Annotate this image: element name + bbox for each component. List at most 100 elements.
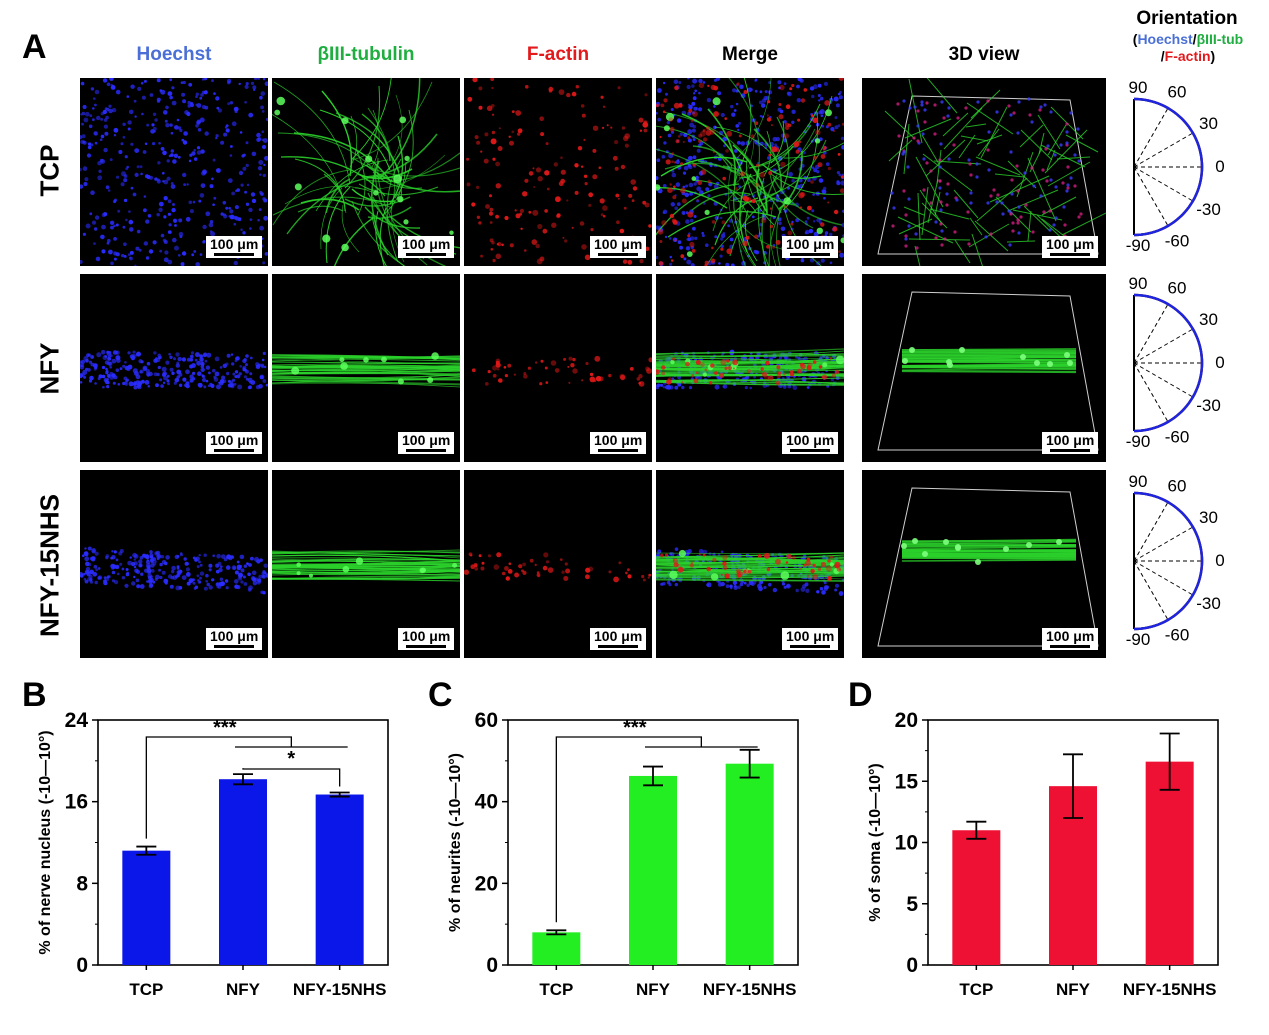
scale-bar: 100 μm: [398, 236, 455, 258]
panel-letter-a: A: [22, 28, 47, 66]
micrograph-image: [471, 355, 652, 387]
scale-bar: 100 μm: [206, 236, 263, 258]
orientation-legend-tubulin: βIII-tub: [1196, 31, 1244, 47]
polar-angle-label: 30: [1199, 114, 1218, 133]
y-tick-label: 20: [895, 709, 918, 732]
error-bar: [1159, 732, 1180, 791]
column-header-factin: F-actin: [526, 44, 590, 65]
micrograph-nfy-merge: 100 μm: [656, 274, 844, 462]
orientation-polar-nfy: 90 60 30 0 -30 -60 -90: [1126, 274, 1225, 451]
polar-trace-hoechst: [1133, 293, 1204, 433]
micrograph-tcp-merge: 100 μm: [656, 78, 844, 266]
bar-nfy-15nhs: [725, 763, 774, 965]
column-header-merge: Merge: [722, 44, 778, 65]
y-tick-label: 60: [475, 709, 498, 732]
row-label-nfy-15nhs: NFY-15NHS: [34, 493, 65, 638]
y-tick-label: 10: [895, 832, 918, 855]
orientation-legend-sep1: /: [1192, 31, 1197, 47]
y-tick-label: 40: [475, 791, 498, 814]
row-label-tcp: TCP: [34, 144, 65, 197]
bar-tcp: [952, 830, 1001, 965]
scale-bar-label: 100 μm: [1046, 628, 1095, 644]
micrograph-image: [272, 549, 460, 582]
bar-tcp: [122, 850, 171, 965]
orientation-title: Orientation: [1136, 8, 1238, 29]
micrograph-tcp-hoechst: 100 μm: [80, 78, 268, 266]
3d-view-image: [877, 78, 1106, 266]
y-tick-label: 0: [906, 954, 918, 977]
x-tick-label: NFY-15NHS: [703, 980, 797, 999]
significance-bracket: [145, 736, 348, 839]
panel-letter-d: D: [848, 676, 873, 714]
orientation-legend-close: ): [1210, 48, 1216, 64]
polar-angle-label: 0: [1215, 551, 1224, 570]
scale-bar-label: 100 μm: [1046, 432, 1095, 448]
3d-view-image: [877, 291, 1099, 451]
micrograph-image: [656, 547, 844, 596]
scale-bar-label: 100 μm: [594, 432, 643, 448]
scale-bar-label: 100 μm: [210, 628, 259, 644]
scale-bar-label: 100 μm: [402, 236, 451, 252]
y-tick-label: 5: [906, 893, 918, 916]
orientation-legend-actin: F-actin: [1164, 48, 1211, 64]
error-bar: [233, 773, 253, 786]
scale-bar-label: 100 μm: [786, 628, 835, 644]
error-bar: [966, 820, 987, 840]
panel-letter-c: C: [428, 676, 453, 714]
scale-bar: 100 μm: [590, 432, 647, 454]
x-tick-label: TCP: [539, 980, 573, 999]
significance-bracket: [555, 736, 758, 923]
scale-bar-line: [790, 645, 831, 648]
polar-angle-label: -60: [1165, 428, 1190, 447]
scale-bar-line: [214, 449, 255, 452]
error-bar: [329, 791, 350, 798]
bar-nfy: [629, 775, 677, 965]
scale-bar: 100 μm: [1042, 432, 1099, 454]
scale-bar-line: [598, 645, 639, 648]
row-label-nfy: NFY: [34, 342, 65, 395]
scale-bar-line: [1050, 645, 1091, 648]
polar-angle-label: -60: [1165, 626, 1190, 645]
bar-nfy-15nhs: [315, 794, 364, 965]
polar-angle-label: 0: [1215, 353, 1224, 372]
scale-bar: 100 μm: [782, 628, 839, 650]
column-header-tubulin: βIII-tubulin: [317, 44, 415, 65]
polar-angle-label: 60: [1168, 279, 1187, 298]
error-bar: [546, 929, 567, 936]
x-tick-label: NFY: [226, 980, 261, 999]
scale-bar: 100 μm: [782, 432, 839, 454]
scale-bar-label: 100 μm: [402, 432, 451, 448]
error-bar: [739, 748, 760, 779]
scale-bar-label: 100 μm: [402, 628, 451, 644]
x-tick-label: TCP: [129, 980, 163, 999]
orientation-legend-open: (: [1132, 31, 1138, 47]
bar-chart-soma: 0 5 10 15 20 TCP NFY NFY-15NHS % of soma (-10—10…: [867, 709, 1219, 999]
panel-letter-b: B: [22, 676, 47, 714]
3d-view-nfy: 100 μm: [862, 274, 1106, 462]
bar-chart-nerve-nucleus: 0 8 16 24 TCP NFY NFY-15NHS % of nerve nucleus …: [37, 709, 389, 999]
micrograph-nfy-hoechst: 100 μm: [80, 274, 268, 462]
scale-bar-line: [1050, 253, 1091, 256]
y-axis-label: % of soma (-10—10°): [867, 763, 884, 921]
micrograph-nfy-tubulin: 100 μm: [272, 274, 460, 462]
bar-nfy-15nhs: [1145, 761, 1194, 965]
polar-angle-label: -90: [1126, 236, 1151, 255]
column-header-hoechst: Hoechst: [136, 44, 212, 65]
orientation-polar-nfy-15nhs: 90 60 30 0 -30 -60 -90: [1126, 472, 1225, 649]
y-axis-label: % of nerve nucleus (-10—10°): [37, 730, 54, 954]
scale-bar-label: 100 μm: [210, 236, 259, 252]
scale-bar-line: [214, 645, 255, 648]
scale-bar: 100 μm: [1042, 628, 1099, 650]
scale-bar-label: 100 μm: [786, 432, 835, 448]
scale-bar: 100 μm: [206, 432, 263, 454]
x-tick-label: NFY: [1056, 980, 1091, 999]
y-tick-label: 8: [76, 872, 88, 895]
orientation-legend-hoechst: Hoechst: [1137, 31, 1193, 47]
scale-bar-line: [1050, 449, 1091, 452]
micrograph-image: [656, 348, 844, 390]
polar-angle-label: 0: [1215, 157, 1224, 176]
scale-bar-line: [214, 253, 255, 256]
polar-angle-label: 90: [1129, 274, 1148, 293]
polar-angle-label: 60: [1168, 83, 1187, 102]
polar-angle-label: -30: [1196, 200, 1221, 219]
